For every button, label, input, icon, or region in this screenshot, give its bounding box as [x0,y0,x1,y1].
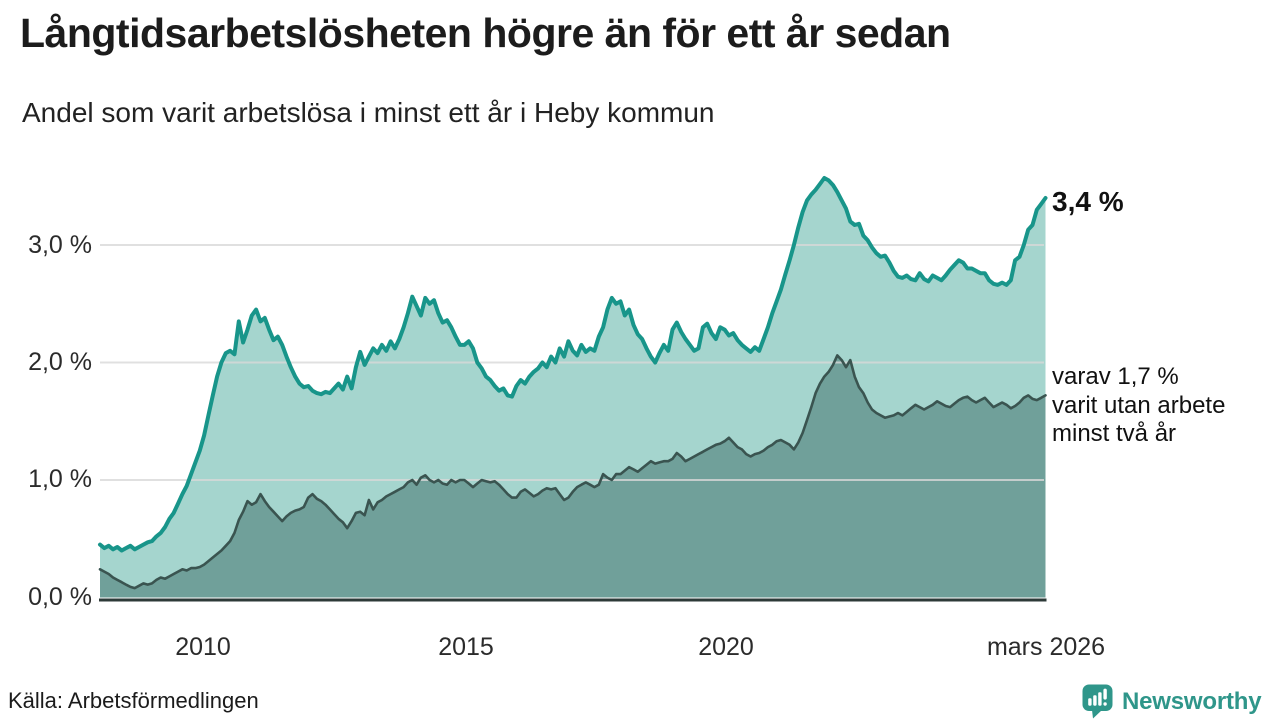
y-axis-tick-0: 0,0 % [28,583,92,611]
end-note-line-3: minst två år [1052,420,1177,447]
end-note-line-1: varav 1,7 % [1052,363,1179,390]
newsworthy-bubble-barchart-icon [1082,684,1115,719]
x-axis-tick-2020: 2020 [698,633,754,661]
series-end-label-two-years: varav 1,7 % varit utan arbete minst två … [1052,363,1267,449]
page-title: Långtidsarbetslösheten högre än för ett … [20,10,951,56]
newsworthy-brand: Newsworthy [1082,684,1262,719]
series-end-label-one-year: 3,4 % [1052,186,1124,217]
x-axis-tick-2015: 2015 [438,633,494,661]
y-axis-tick-2: 2,0 % [28,348,92,376]
page-subtitle: Andel som varit arbetslösa i minst ett å… [22,97,715,128]
y-axis-tick-1: 1,0 % [28,465,92,493]
x-axis-tick-mars-2026: mars 2026 [986,633,1106,661]
newsworthy-wordmark: Newsworthy [1122,687,1262,715]
x-axis-tick-2010: 2010 [175,633,231,661]
end-note-line-2: varit utan arbete [1052,391,1226,419]
y-axis-tick-3: 3,0 % [28,231,92,259]
source-credit: Källa: Arbetsförmedlingen [8,688,259,713]
